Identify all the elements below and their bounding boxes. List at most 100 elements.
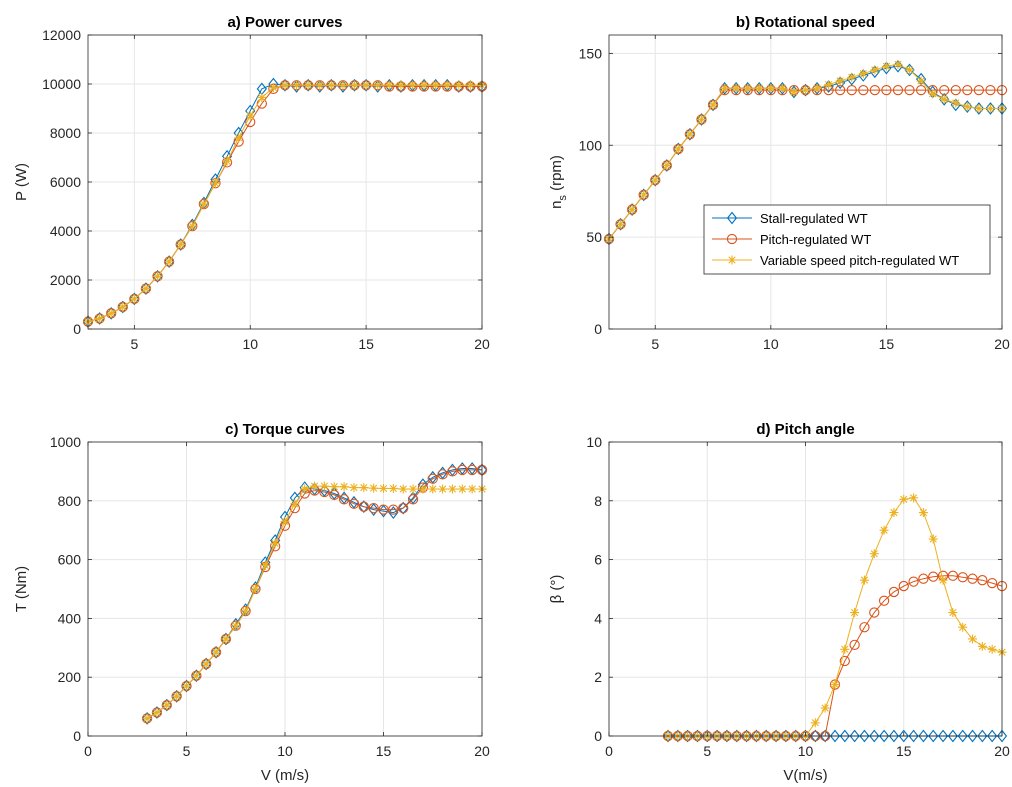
data-point-stall [692, 729, 703, 743]
data-point-vspeed [893, 59, 903, 69]
x-tick-label: 20 [474, 743, 490, 759]
data-point-stall [161, 698, 172, 712]
data-point-vspeed [408, 484, 418, 494]
y-tick-label: 10 [586, 434, 602, 450]
data-point-vspeed [419, 80, 429, 90]
data-point-vspeed [361, 80, 371, 90]
data-point-vspeed [234, 133, 244, 143]
y-tick-label: 600 [58, 552, 82, 568]
data-point-pitch [447, 466, 458, 477]
data-point-vspeed [398, 484, 408, 494]
data-point-vspeed [329, 482, 339, 492]
data-point-stall [908, 729, 919, 743]
data-point-pitch [175, 239, 186, 250]
data-point-vspeed [141, 284, 151, 294]
data-point-pitch [661, 160, 672, 171]
series-vspeed [83, 80, 487, 327]
legend-label-stall: Stall-regulated WT [760, 211, 868, 226]
data-point-vspeed [850, 608, 860, 618]
data-point-vspeed [280, 80, 290, 90]
panel-a: 5 10 15 20 0 2000 4000 6000 8000 10000 12000 a) Pow… [13, 14, 490, 352]
data-point-stall [967, 729, 978, 743]
data-point-pitch [181, 680, 192, 692]
data-point-stall [358, 500, 369, 514]
data-point-stall [175, 238, 186, 251]
data-point-stall [711, 729, 723, 743]
data-point-pitch [950, 84, 961, 96]
data-point-vspeed [812, 83, 822, 93]
data-point-vspeed [379, 483, 388, 493]
data-point-stall [957, 729, 968, 743]
data-point-pitch [904, 84, 915, 96]
data-point-pitch [198, 198, 210, 210]
data-point-vspeed [442, 80, 452, 90]
y-tick-label: 8 [594, 493, 602, 509]
x-tick-label: 20 [474, 336, 490, 352]
data-point-stall [996, 729, 1008, 743]
data-point-vspeed [951, 98, 961, 108]
data-point-stall [829, 729, 841, 743]
data-point-pitch [915, 84, 927, 96]
data-point-pitch [187, 220, 198, 232]
data-point-pitch [161, 699, 172, 711]
data-point-vspeed [948, 608, 958, 618]
data-point-stall [210, 645, 222, 659]
data-point-vspeed [129, 294, 139, 304]
data-point-vspeed [616, 219, 626, 229]
data-point-vspeed [731, 83, 741, 93]
data-point-pitch [829, 679, 841, 690]
data-point-vspeed [270, 538, 280, 548]
data-point-stall [731, 729, 742, 743]
y-tick-label: 100 [579, 137, 603, 153]
data-point-vspeed [789, 87, 799, 97]
data-point-pitch [888, 586, 900, 598]
data-point-stall [751, 729, 762, 743]
data-point-pitch [939, 84, 950, 96]
data-point-pitch [638, 189, 649, 201]
data-point-vspeed [830, 680, 840, 690]
data-point-stall [291, 80, 302, 93]
legend-entry-stall: Stall-regulated WT [712, 211, 868, 226]
data-point-vspeed [847, 72, 857, 82]
data-point-stall [164, 255, 175, 269]
data-point-stall [662, 729, 674, 743]
data-point-stall [780, 729, 791, 743]
x-tick-label: 5 [703, 743, 711, 759]
data-point-vspeed [889, 508, 899, 518]
x-tick-label: 15 [879, 336, 895, 352]
x-axis-label: V(m/s) [783, 767, 827, 784]
data-point-vspeed [292, 80, 302, 90]
legend-marker-pitch [726, 233, 738, 245]
y-tick-label: 2 [594, 669, 602, 685]
data-point-vspeed [918, 508, 928, 518]
data-point-pitch [398, 502, 409, 514]
data-point-stall [650, 173, 661, 187]
data-point-pitch [163, 256, 175, 267]
x-tick-label: 10 [763, 336, 779, 352]
data-point-stall [918, 729, 929, 743]
y-tick-label: 0 [73, 728, 81, 744]
legend-marker-stall [726, 211, 738, 225]
chart-title: a) Power curves [227, 14, 342, 31]
data-point-vspeed [153, 271, 163, 281]
legend: Stall-regulated WT Pitch-regulated WT Va… [703, 204, 991, 275]
data-point-pitch [892, 84, 904, 96]
data-point-vspeed [164, 257, 174, 267]
data-point-stall [973, 102, 984, 115]
data-point-vspeed [396, 80, 406, 90]
data-point-pitch [987, 577, 998, 589]
data-point-stall [702, 729, 713, 743]
x-axis-label: V (m/s) [261, 767, 309, 784]
data-point-vspeed [650, 175, 660, 185]
data-point-vspeed [176, 239, 186, 249]
data-point-stall [465, 80, 476, 93]
data-point-stall [987, 729, 998, 743]
data-point-vspeed [428, 484, 438, 494]
data-point-pitch [835, 84, 846, 96]
data-point-pitch [615, 219, 626, 230]
data-point-vspeed [974, 104, 984, 113]
data-point-vspeed [859, 575, 869, 585]
data-point-pitch [977, 575, 988, 586]
data-point-pitch [839, 655, 850, 667]
data-point-vspeed [879, 525, 889, 535]
